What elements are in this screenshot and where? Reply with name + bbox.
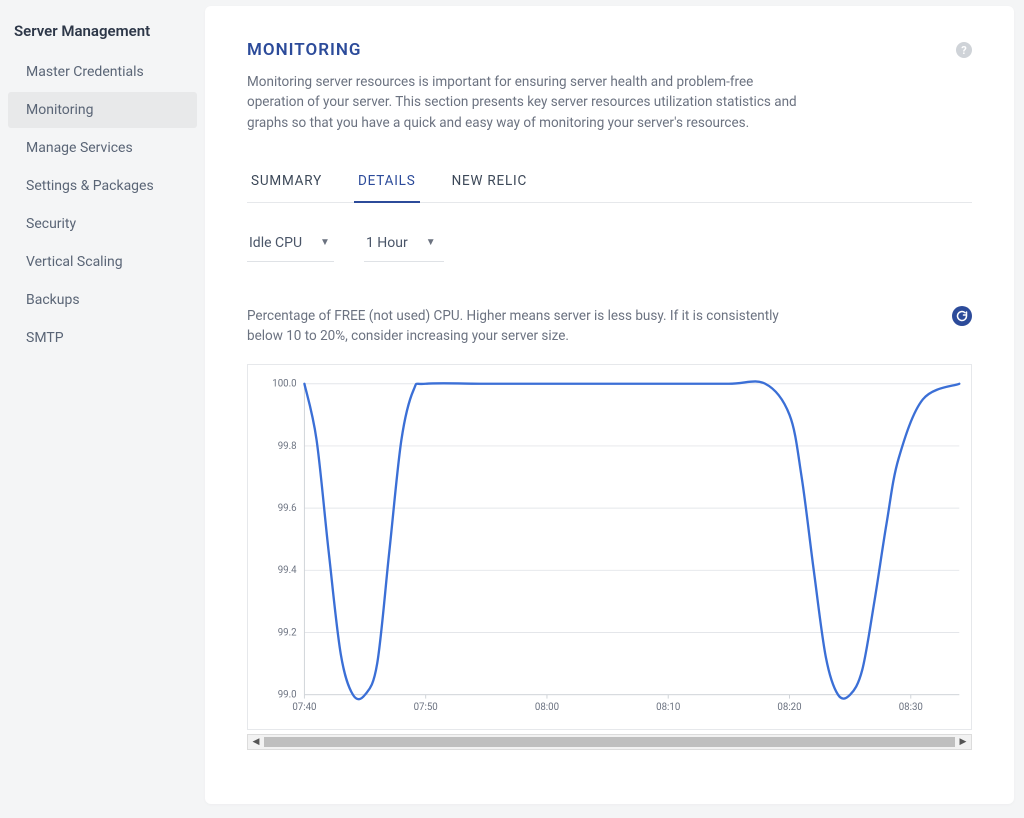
scroll-left-icon[interactable]: ◀ bbox=[250, 737, 262, 747]
svg-text:08:30: 08:30 bbox=[899, 702, 923, 713]
sidebar-item-master-credentials[interactable]: Master Credentials bbox=[8, 54, 197, 90]
svg-text:08:10: 08:10 bbox=[656, 702, 680, 713]
horizontal-scrollbar[interactable]: ◀ ▶ bbox=[247, 734, 972, 750]
tab-summary[interactable]: SUMMARY bbox=[247, 173, 326, 203]
svg-text:08:20: 08:20 bbox=[777, 702, 801, 713]
sidebar-items: Master CredentialsMonitoringManage Servi… bbox=[0, 54, 205, 356]
tab-details[interactable]: DETAILS bbox=[354, 173, 420, 203]
svg-text:07:40: 07:40 bbox=[292, 702, 316, 713]
svg-text:07:50: 07:50 bbox=[414, 702, 438, 713]
chevron-down-icon: ▼ bbox=[320, 237, 330, 248]
svg-text:100.0: 100.0 bbox=[272, 379, 296, 390]
controls-row: Idle CPU ▼ 1 Hour ▼ bbox=[247, 233, 972, 262]
chevron-down-icon: ▼ bbox=[426, 237, 436, 248]
range-select-value: 1 Hour bbox=[366, 235, 408, 251]
sidebar-item-monitoring[interactable]: Monitoring bbox=[8, 92, 197, 128]
tabs: SUMMARY DETAILS NEW RELIC bbox=[247, 173, 972, 203]
main-panel: MONITORING Monitoring server resources i… bbox=[205, 6, 1014, 804]
sidebar: Server Management Master CredentialsMoni… bbox=[0, 0, 205, 818]
svg-text:99.2: 99.2 bbox=[278, 628, 297, 639]
scrollbar-track[interactable] bbox=[264, 737, 955, 747]
page-title: MONITORING bbox=[247, 40, 807, 60]
metric-select[interactable]: Idle CPU ▼ bbox=[247, 233, 334, 262]
refresh-icon bbox=[956, 310, 968, 322]
metric-select-value: Idle CPU bbox=[249, 235, 302, 251]
idle-cpu-chart: 99.0 99.2 99.4 99.6 99.8 100.0 07:40 07:50 08:00… bbox=[250, 367, 969, 727]
range-select[interactable]: 1 Hour ▼ bbox=[364, 233, 444, 262]
svg-text:99.6: 99.6 bbox=[278, 503, 297, 514]
sidebar-item-backups[interactable]: Backups bbox=[8, 282, 197, 318]
sidebar-item-vertical-scaling[interactable]: Vertical Scaling bbox=[8, 244, 197, 280]
app-root: Server Management Master CredentialsMoni… bbox=[0, 0, 1024, 818]
page-description: Monitoring server resources is important… bbox=[247, 72, 807, 133]
scroll-right-icon[interactable]: ▶ bbox=[957, 737, 969, 747]
page-header: MONITORING Monitoring server resources i… bbox=[247, 40, 972, 173]
metric-description: Percentage of FREE (not used) CPU. Highe… bbox=[247, 306, 807, 347]
svg-text:99.0: 99.0 bbox=[278, 690, 297, 701]
tab-new-relic[interactable]: NEW RELIC bbox=[448, 173, 532, 203]
help-icon[interactable]: ? bbox=[956, 42, 972, 58]
sidebar-item-smtp[interactable]: SMTP bbox=[8, 320, 197, 356]
metric-row: Percentage of FREE (not used) CPU. Highe… bbox=[247, 306, 972, 347]
svg-text:99.8: 99.8 bbox=[278, 441, 297, 452]
sidebar-item-manage-services[interactable]: Manage Services bbox=[8, 130, 197, 166]
sidebar-item-settings-packages[interactable]: Settings & Packages bbox=[8, 168, 197, 204]
svg-text:99.4: 99.4 bbox=[278, 565, 297, 576]
sidebar-title: Server Management bbox=[0, 22, 205, 54]
chart-container: 99.0 99.2 99.4 99.6 99.8 100.0 07:40 07:50 08:00… bbox=[247, 364, 972, 730]
sidebar-item-security[interactable]: Security bbox=[8, 206, 197, 242]
refresh-button[interactable] bbox=[952, 306, 972, 326]
svg-text:08:00: 08:00 bbox=[535, 702, 559, 713]
